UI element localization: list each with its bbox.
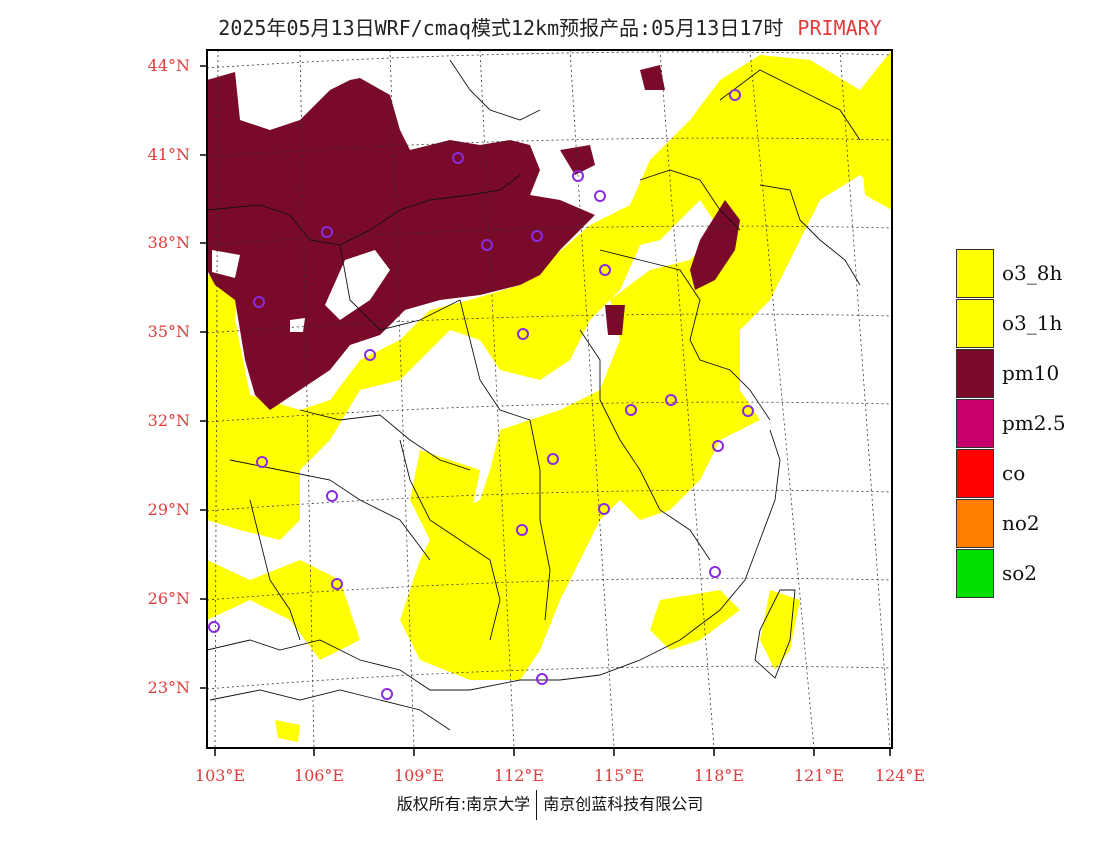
legend-label: o3_1h [1002,311,1063,335]
legend-swatch [956,499,994,548]
pm10-layer [207,65,740,410]
boundary-lines [207,59,861,731]
pm10-gaps [212,250,390,332]
legend-label: no2 [1002,511,1040,535]
title-text: 2025年05月13日WRF/cmaq模式12km预报产品:05月13日17时 [218,16,784,40]
lon-tick-109: 109°E [394,766,444,785]
copyright-left: 版权所有:南京大学 [396,794,531,814]
tick-marks [200,65,891,756]
lon-tick-124: 124°E [875,766,925,785]
legend-label: so2 [1002,561,1038,585]
lon-tick-115: 115°E [594,766,644,785]
lat-tick-32: 32°N [148,411,190,430]
legend-swatch [956,249,994,298]
lat-tick-38: 38°N [148,233,190,252]
legend-swatch [956,449,994,498]
lon-tick-118: 118°E [694,766,744,785]
map-frame [206,49,893,749]
legend-label: pm2.5 [1002,411,1066,435]
legend-swatch [956,549,994,598]
lon-tick-106: 106°E [294,766,344,785]
legend-label: o3_8h [1002,261,1063,285]
lat-tick-23: 23°N [148,678,190,697]
legend-label: pm10 [1002,361,1060,385]
footer-separator [536,790,538,820]
lat-tick-35: 35°N [148,322,190,341]
legend-swatch [956,349,994,398]
lat-tick-29: 29°N [148,500,190,519]
lon-tick-112: 112°E [494,766,544,785]
lon-tick-103: 103°E [195,766,245,785]
lat-tick-41: 41°N [148,145,190,164]
legend-swatch [956,399,994,448]
station-markers [208,89,754,700]
map-title: 2025年05月13日WRF/cmaq模式12km预报产品:05月13日17时 P… [0,12,1100,41]
copyright-footer: 版权所有:南京大学 南京创蓝科技有限公司 [0,790,1100,820]
lon-tick-121: 121°E [794,766,844,785]
lon-ticks: 103°E 106°E 109°E 112°E 115°E 118°E 121°… [195,766,925,785]
copyright-right: 南京创蓝科技有限公司 [543,794,704,814]
legend-swatch [956,299,994,348]
lat-tick-26: 26°N [148,589,190,608]
lat-ticks: 44°N 41°N 38°N 35°N 32°N 29°N 26°N 23°N [148,56,190,697]
legend-label: co [1002,461,1026,485]
primary-tag: PRIMARY [797,16,882,40]
lat-tick-44: 44°N [148,56,190,75]
